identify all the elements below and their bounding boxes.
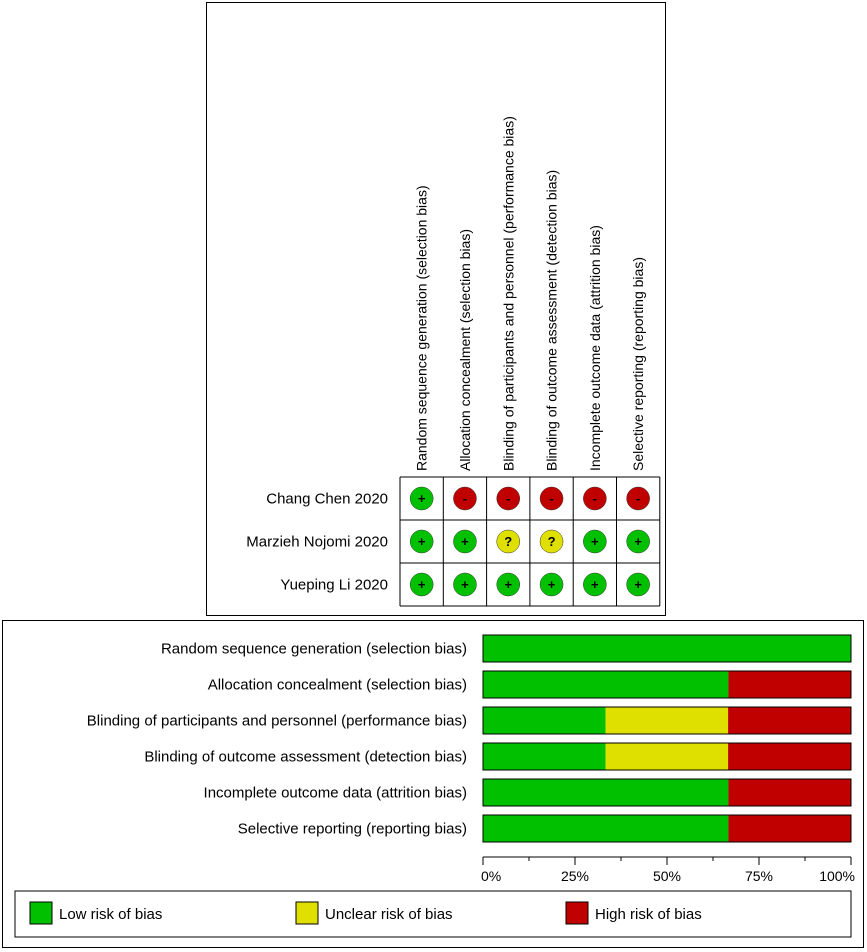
bar-outline [482,742,852,771]
x-tick-label: 100% [819,868,855,884]
legend-label: Unclear risk of bias [325,906,453,923]
bar-segment-low [483,707,606,734]
judgement-circle-low [496,572,520,597]
bar-segment-low [483,779,729,806]
study-label: Chang Chen 2020 [266,491,388,508]
judgement-circle-high [453,486,477,511]
x-tick-label: 25% [561,868,589,884]
bar-segment-high [728,815,851,842]
legend-swatch-unclear [295,901,319,925]
judgement-circle-low [626,529,650,554]
bar-outline [482,814,852,843]
domain-header-label: Random sequence generation (selection bi… [414,185,430,471]
bar-segment-high [728,779,851,806]
category-label: Blinding of participants and personnel (… [87,713,467,730]
risk-of-bias-summary-panel: Random sequence generation (selection bi… [206,2,666,616]
judgement-symbol: - [549,491,553,506]
bar-outline [482,670,852,699]
bar-outline [482,778,852,807]
judgement-symbol: ? [548,534,556,549]
bar-segment-low [483,671,729,698]
category-label: Random sequence generation (selection bi… [161,641,467,658]
bar-segment-low [483,815,729,842]
judgement-symbol: - [593,491,597,506]
bar-segment-high [728,707,851,734]
bar-outline [482,634,852,663]
domain-header-label: Allocation concealment (selection bias) [457,229,473,471]
category-label: Incomplete outcome data (attrition bias) [204,785,467,802]
judgement-symbol: - [463,491,467,506]
judgement-circle-low [409,486,434,511]
judgement-symbol: + [418,577,426,592]
judgement-circle-unclear [496,529,520,554]
judgement-circle-low [409,529,434,554]
domain-header-label: Incomplete outcome data (attrition bias) [587,225,603,471]
judgement-circle-unclear [539,529,564,554]
domain-header-label: Blinding of outcome assessment (detectio… [544,170,560,471]
judgement-symbol: + [591,577,599,592]
category-label: Blinding of outcome assessment (detectio… [144,749,467,766]
bar-outline [482,706,852,735]
judgement-symbol: + [418,534,426,549]
judgement-circle-low [409,572,434,597]
bar-segment-high [728,671,851,698]
judgement-circle-low [583,529,607,554]
bar-segment-unclear [605,707,729,734]
judgement-circle-high [583,486,607,511]
judgement-symbol: - [506,491,510,506]
x-tick-label: 75% [745,868,773,884]
domain-header-label: Selective reporting (reporting bias) [630,257,646,471]
legend-swatch-high [565,901,589,925]
judgement-circle-low [453,572,477,597]
study-label: Marzieh Nojomi 2020 [246,534,388,551]
judgement-symbol: + [591,534,599,549]
bar-segment-low [483,743,606,770]
category-label: Allocation concealment (selection bias) [208,677,467,694]
judgement-circle-high [496,486,520,511]
legend: Low risk of bias Unclear risk of bias High… [14,890,852,938]
legend-swatch-low [29,901,53,925]
judgement-symbol: + [418,491,426,506]
judgement-symbol: + [548,577,556,592]
study-label: Yueping Li 2020 [280,577,388,594]
legend-label: Low risk of bias [59,906,162,923]
judgement-circle-low [626,572,650,597]
judgement-circle-high [626,486,650,511]
bar-segment-high [728,743,851,770]
risk-of-bias-graph-panel: Random sequence generation (selection bi… [2,620,864,948]
judgement-symbol: ? [504,534,512,549]
judgement-circle-low [583,572,607,597]
judgement-circle-low [453,529,477,554]
domain-header-label: Blinding of participants and personnel (… [500,116,516,471]
judgement-symbol: + [461,534,469,549]
x-tick-label: 50% [653,868,681,884]
legend-box [14,890,852,938]
judgement-circle-high [539,486,564,511]
bar-segment-low [483,635,851,662]
judgement-symbol: + [504,577,512,592]
risk-of-bias-graph-chart: Random sequence generation (selection bi… [14,634,855,938]
judgement-symbol: - [636,491,640,506]
legend-label: High risk of bias [595,906,702,923]
judgement-symbol: + [634,534,642,549]
judgement-symbol: + [461,577,469,592]
category-label: Selective reporting (reporting bias) [238,821,467,838]
judgement-circle-low [539,572,564,597]
risk-of-bias-summary-chart: Random sequence generation (selection bi… [246,116,661,607]
judgement-symbol: + [634,577,642,592]
bar-segment-unclear [605,743,729,770]
x-tick-label: 0% [481,868,501,884]
